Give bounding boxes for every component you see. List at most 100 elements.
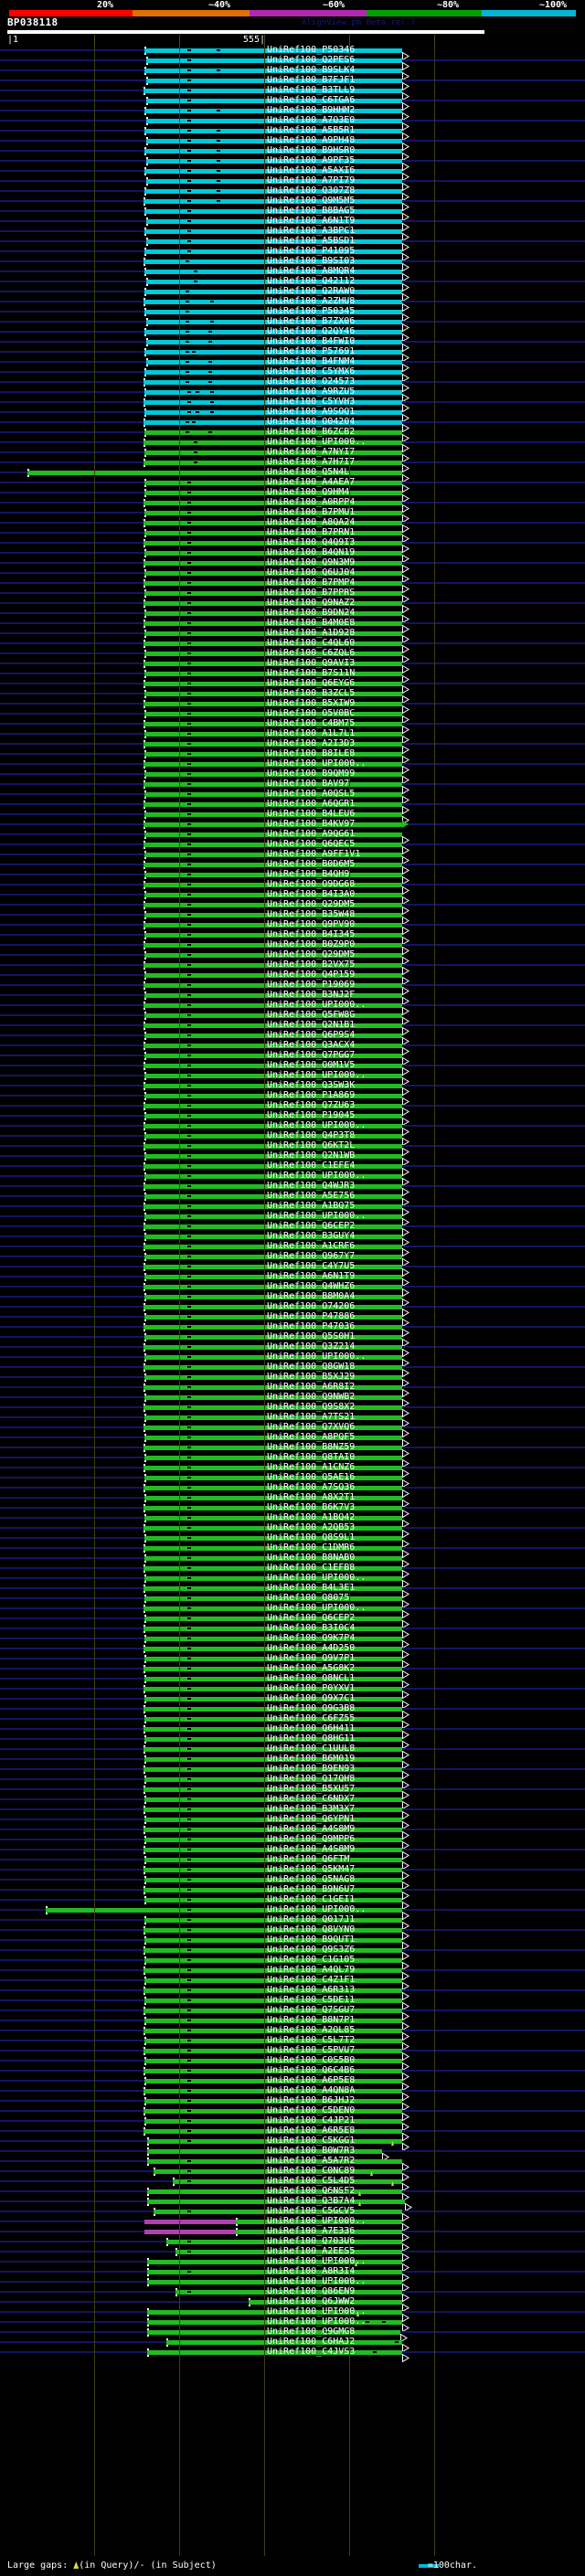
alignment-hit-label[interactable]: UniRef100_Q2QY46 xyxy=(267,326,356,336)
alignment-hit-label[interactable]: UniRef100_C5L4D5 xyxy=(267,2176,356,2186)
alignment-row[interactable]: UniRef100_P47036 xyxy=(0,1321,585,1338)
alignment-row[interactable]: UniRef100_A4QL79 xyxy=(0,1965,585,1981)
alignment-hit-label[interactable]: UniRef100_C5GCV5 xyxy=(267,2206,356,2216)
alignment-row[interactable]: UniRef100_A1D928 xyxy=(0,628,585,644)
alignment-hit-label[interactable]: UniRef100_B0D6M5 xyxy=(267,859,356,869)
alignment-bar[interactable] xyxy=(144,1747,402,1752)
alignment-bar[interactable] xyxy=(144,1617,402,1621)
alignment-hit-label[interactable]: UniRef100_Q5KM47 xyxy=(267,1864,356,1874)
alignment-row[interactable]: UniRef100_C1EFE4 xyxy=(0,1161,585,1177)
alignment-row[interactable]: UniRef100_B9EN93 xyxy=(0,1764,585,1780)
alignment-row[interactable]: UniRef100_A7E336 xyxy=(0,2226,585,2242)
alignment-bar[interactable] xyxy=(144,400,402,405)
alignment-bar[interactable] xyxy=(146,360,402,365)
alignment-bar[interactable] xyxy=(144,1003,402,1008)
alignment-row[interactable]: UniRef100_A8PQF5 xyxy=(0,1432,585,1448)
alignment-hit-label[interactable]: UniRef100_UPI000.. xyxy=(267,1070,367,1080)
alignment-hit-label[interactable]: UniRef100_A7E336 xyxy=(267,2226,356,2236)
alignment-bar[interactable] xyxy=(144,762,402,767)
alignment-hit-label[interactable]: UniRef100_UPI000.. xyxy=(267,758,367,769)
alignment-row[interactable]: UniRef100_A8MQR4 xyxy=(0,266,585,282)
alignment-row[interactable]: UniRef100_C4BM75 xyxy=(0,718,585,735)
alignment-row[interactable]: UniRef100_Q17QH8 xyxy=(0,1774,585,1790)
alignment-bar[interactable] xyxy=(146,119,402,123)
alignment-row[interactable]: UniRef100_B2VX75 xyxy=(0,959,585,976)
alignment-row[interactable]: UniRef100_Q9S3Z6 xyxy=(0,1945,585,1961)
alignment-bar[interactable] xyxy=(144,1154,402,1159)
alignment-hit-label[interactable]: UniRef100_UPI000.. xyxy=(267,1000,367,1010)
alignment-bar[interactable] xyxy=(146,340,402,345)
alignment-hit-label[interactable]: UniRef100_B3GUY4 xyxy=(267,1231,356,1241)
alignment-row[interactable]: UniRef100_UPI000.. xyxy=(0,1120,585,1137)
alignment-row[interactable]: UniRef100_B7PMP4 xyxy=(0,578,585,594)
alignment-row[interactable]: UniRef100_C5KGG1 xyxy=(0,2136,585,2152)
alignment-row[interactable]: UniRef100_Q9K7P4 xyxy=(0,1633,585,1649)
alignment-row[interactable]: UniRef100_A5A7R2 xyxy=(0,2156,585,2172)
alignment-bar[interactable] xyxy=(144,702,402,706)
alignment-hit-label[interactable]: UniRef100_A6QGR1 xyxy=(267,799,356,809)
alignment-hit-label[interactable]: UniRef100_P19045 xyxy=(267,1110,356,1120)
alignment-bar[interactable] xyxy=(144,1214,402,1219)
alignment-bar[interactable] xyxy=(146,159,402,164)
alignment-hit-label[interactable]: UniRef100_C5YMX6 xyxy=(267,366,356,376)
alignment-hit-label[interactable]: UniRef100_Q29DM5 xyxy=(267,949,356,959)
alignment-hit-label[interactable]: UniRef100_B9HHM2 xyxy=(267,105,356,115)
alignment-hit-label[interactable]: UniRef100_B8ILE8 xyxy=(267,748,356,758)
alignment-hit-label[interactable]: UniRef100_B8BAG5 xyxy=(267,206,356,216)
alignment-hit-label[interactable]: UniRef100_Q86EN9 xyxy=(267,2286,356,2296)
alignment-bar[interactable] xyxy=(144,1838,402,1842)
alignment-row[interactable]: UniRef100_A4D250 xyxy=(0,1643,585,1659)
alignment-row[interactable]: UniRef100_Q4P159 xyxy=(0,970,585,986)
alignment-row[interactable]: UniRef100_Q9S8X2 xyxy=(0,1402,585,1418)
alignment-bar[interactable] xyxy=(144,1375,402,1380)
alignment-bar[interactable] xyxy=(144,1687,402,1691)
alignment-hit-label[interactable]: UniRef100_UPI000.. xyxy=(267,2216,367,2226)
alignment-bar[interactable] xyxy=(144,149,402,154)
alignment-hit-label[interactable]: UniRef100_Q2RAW0 xyxy=(267,286,356,296)
alignment-hit-label[interactable]: UniRef100_UPI000.. xyxy=(267,1352,367,1362)
alignment-row[interactable]: UniRef100_UPI000.. xyxy=(0,2316,585,2333)
alignment-hit-label[interactable]: UniRef100_A5G8K2 xyxy=(267,1663,356,1673)
alignment-bar[interactable] xyxy=(144,410,402,415)
alignment-bar[interactable] xyxy=(144,1998,402,2003)
alignment-hit-label[interactable]: UniRef100_Q3SW3K xyxy=(267,1080,356,1090)
alignment-hit-label[interactable]: UniRef100_A7Q3E0 xyxy=(267,115,356,125)
alignment-row[interactable]: UniRef100_B6ZCB2 xyxy=(0,427,585,443)
alignment-hit-label[interactable]: UniRef100_A6R8I2 xyxy=(267,1382,356,1392)
alignment-bar[interactable] xyxy=(144,863,402,867)
alignment-hit-label[interactable]: UniRef100_Q7ZU63 xyxy=(267,1100,356,1110)
alignment-hit-label[interactable]: UniRef100_C0NC89 xyxy=(267,2166,356,2176)
alignment-row[interactable]: UniRef100_Q2PES6 xyxy=(0,55,585,71)
alignment-hit-label[interactable]: UniRef100_A4D250 xyxy=(267,1643,356,1653)
alignment-row[interactable]: UniRef100_C0NC89 xyxy=(0,2166,585,2182)
alignment-bar[interactable] xyxy=(144,662,402,666)
alignment-row[interactable]: UniRef100_B4I3A0 xyxy=(0,889,585,906)
alignment-hit-label[interactable]: UniRef100_B6ZCB2 xyxy=(267,427,356,437)
alignment-hit-label[interactable]: UniRef100_Q6UJ04 xyxy=(267,567,356,578)
alignment-hit-label[interactable]: UniRef100_Q9V7P1 xyxy=(267,1653,356,1663)
alignment-row[interactable]: UniRef100_B8ILE8 xyxy=(0,748,585,765)
alignment-hit-label[interactable]: UniRef100_B0W7R3 xyxy=(267,2146,356,2156)
alignment-hit-label[interactable]: UniRef100_P1A869 xyxy=(267,1090,356,1100)
alignment-row[interactable]: UniRef100_Q9M5M5 xyxy=(0,196,585,212)
alignment-hit-label[interactable]: UniRef100_A0RPP4 xyxy=(267,497,356,507)
alignment-hit-label[interactable]: UniRef100_B4QN19 xyxy=(267,547,356,557)
alignment-bar[interactable] xyxy=(144,1596,402,1601)
alignment-row[interactable]: UniRef100_B4FWI0 xyxy=(0,336,585,353)
alignment-hit-label[interactable]: UniRef100_Q9HM4 xyxy=(267,487,350,497)
alignment-row[interactable]: UniRef100_P19045 xyxy=(0,1110,585,1127)
alignment-hit-label[interactable]: UniRef100_A9PF35 xyxy=(267,155,356,165)
alignment-hit-label[interactable]: UniRef100_Q9GMG8 xyxy=(267,2327,356,2337)
alignment-row[interactable]: UniRef100_Q8075 xyxy=(0,1593,585,1609)
alignment-row[interactable]: UniRef100_A5BSD1 xyxy=(0,236,585,252)
alignment-bar[interactable] xyxy=(144,1436,402,1440)
alignment-hit-label[interactable]: UniRef100_A8QA24 xyxy=(267,517,356,527)
alignment-row[interactable]: UniRef100_A7Q3E0 xyxy=(0,115,585,132)
alignment-row[interactable]: UniRef100_B5XJ29 xyxy=(0,1372,585,1388)
alignment-hit-label[interactable]: UniRef100_B9SLK4 xyxy=(267,65,356,75)
alignment-row[interactable]: UniRef100_Q703U6 xyxy=(0,2236,585,2253)
alignment-row[interactable]: UniRef100_A9FF1V1 xyxy=(0,849,585,865)
alignment-row[interactable]: UniRef100_B4QH9 xyxy=(0,869,585,885)
alignment-row[interactable]: UniRef100_Q9X7C1 xyxy=(0,1693,585,1710)
alignment-row[interactable]: UniRef100_Q29DM5 xyxy=(0,899,585,916)
